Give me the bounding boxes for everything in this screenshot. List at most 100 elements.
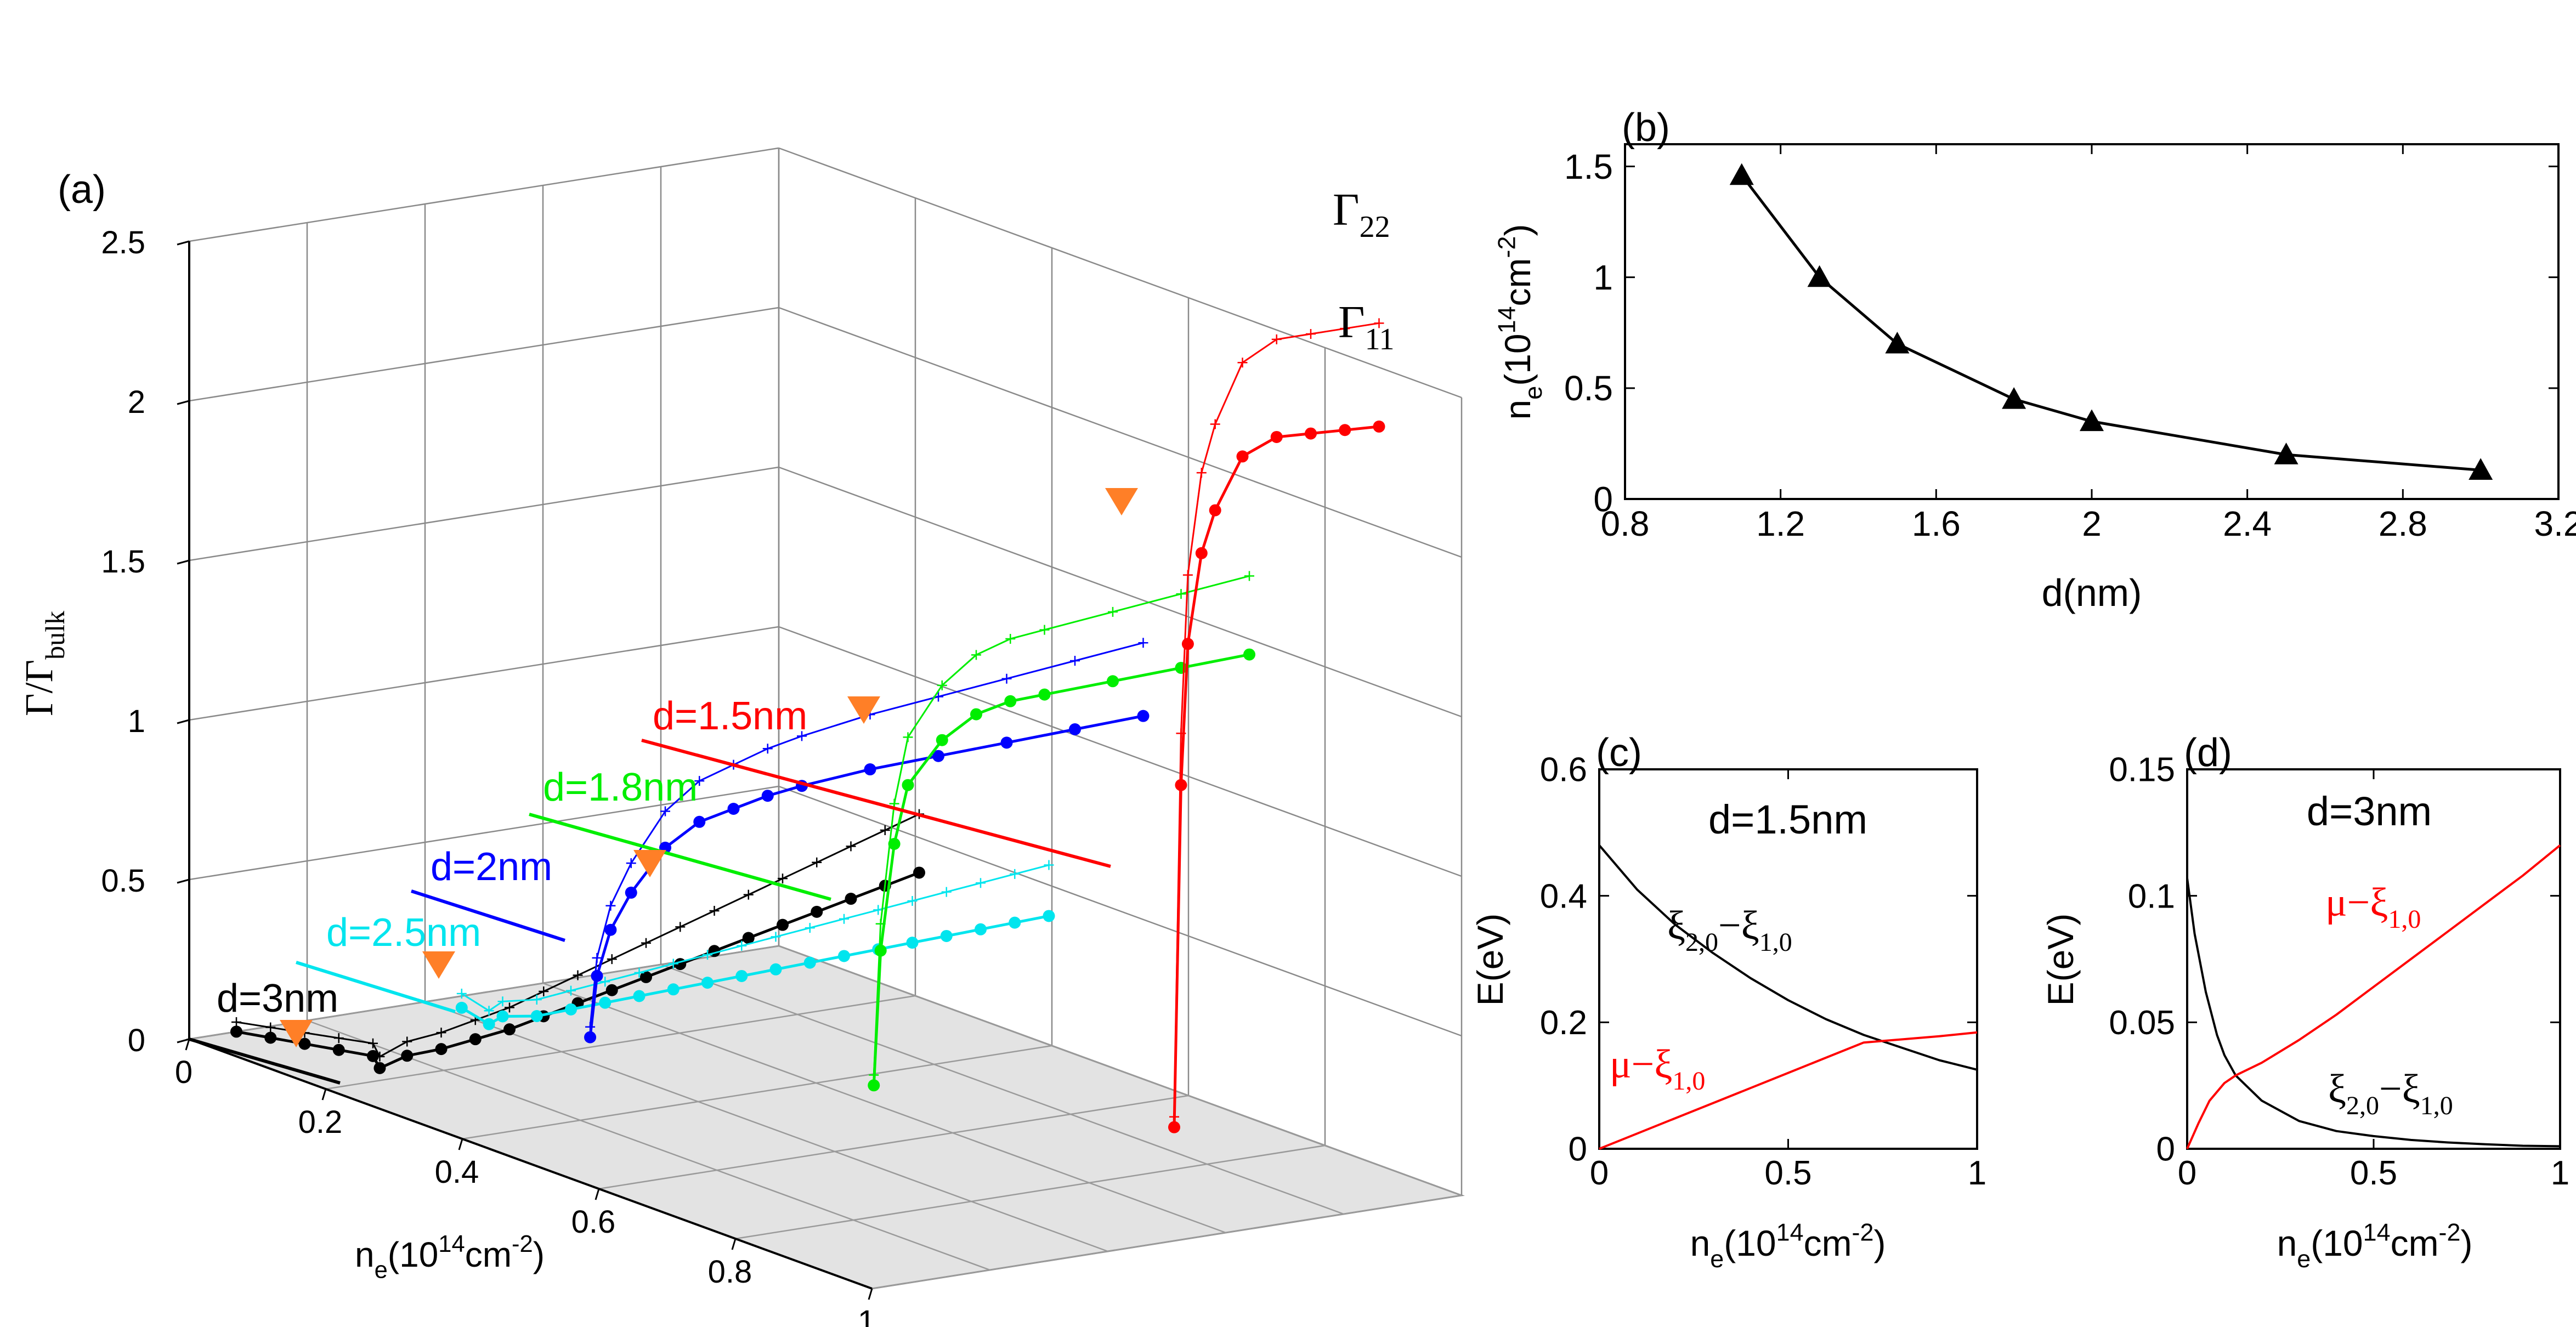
- plus-marker: [1044, 860, 1054, 870]
- dot-marker: [565, 1003, 577, 1016]
- dot-marker: [367, 1050, 379, 1062]
- label-part: 2,0: [2346, 1091, 2379, 1120]
- gamma22-line: [873, 575, 1250, 1075]
- grid-line: [598, 1095, 1189, 1190]
- label-part: cm: [2391, 1223, 2439, 1263]
- plus-marker: [1070, 656, 1080, 666]
- z-tick-label: 1: [128, 704, 145, 739]
- triangle-marker: [2002, 387, 2026, 409]
- plus-marker: [539, 986, 549, 996]
- dot-marker: [1004, 695, 1017, 707]
- dot-marker: [940, 929, 953, 942]
- label-part: -2: [1492, 236, 1520, 258]
- x-tick-label: 0.5: [2350, 1154, 2397, 1192]
- panel-label: (d): [2184, 731, 2232, 775]
- dot-marker: [1209, 504, 1221, 517]
- plus-marker: [668, 959, 678, 969]
- plus-marker: [762, 744, 773, 754]
- dot-marker: [1069, 723, 1081, 736]
- triangle-marker: [1729, 163, 1754, 185]
- floor-plane: [186, 945, 1465, 1290]
- triangle-marker: [2469, 458, 2493, 480]
- plus-marker: [903, 732, 913, 742]
- label-part: −ξ: [2379, 1067, 2420, 1111]
- onset-marker: [633, 850, 666, 877]
- dot-marker: [868, 1079, 880, 1092]
- dot-marker: [625, 886, 637, 899]
- label-part: -2: [1852, 1218, 1874, 1246]
- dot-marker: [902, 779, 914, 791]
- onset-marker: [422, 951, 455, 979]
- x-tick: [868, 1288, 873, 1300]
- plus-marker: [675, 922, 686, 932]
- gamma-label: Γ11: [1338, 297, 1394, 356]
- dot-marker: [435, 1043, 448, 1056]
- dot-marker: [913, 866, 925, 879]
- plus-marker: [1176, 589, 1186, 599]
- plus-marker: [1244, 571, 1254, 581]
- label-part: cm: [1804, 1223, 1852, 1263]
- label-part: 1,0: [2420, 1091, 2453, 1120]
- depth-line: [411, 889, 565, 942]
- plus-marker: [231, 1017, 241, 1027]
- y-tick-label: 0.1: [2128, 877, 2175, 915]
- dot-marker: [975, 923, 987, 935]
- dot-marker: [888, 838, 901, 850]
- plus-marker: [660, 806, 670, 816]
- x-tick-label: 2.8: [2379, 504, 2427, 543]
- plus-marker: [605, 900, 616, 911]
- y-tick-label: 0.4: [1540, 877, 1587, 915]
- label-part: 14: [2363, 1218, 2391, 1246]
- label-part: 14: [1492, 306, 1520, 333]
- x-tick-label: 1.6: [1912, 504, 1961, 543]
- y-tick-label: 0.5: [1564, 368, 1613, 408]
- z-tick: [177, 719, 190, 724]
- series-label: ξ2,0−ξ1,0: [1667, 903, 1792, 957]
- series-line: [1599, 1031, 1978, 1150]
- x-tick-label: 0.8: [1601, 504, 1650, 543]
- label-part: μ−ξ: [1610, 1042, 1672, 1087]
- depth-line: [529, 813, 831, 901]
- grid-line: [189, 626, 779, 721]
- plus-marker: [573, 970, 583, 980]
- label-part: 14: [438, 1231, 465, 1257]
- dot-marker: [742, 932, 755, 944]
- dot-marker: [1339, 424, 1351, 436]
- dot-marker: [701, 977, 714, 989]
- label-part: μ−ξ: [2325, 880, 2388, 925]
- x-tick-label: 0.5: [1764, 1154, 1811, 1192]
- x-tick: [458, 1138, 463, 1150]
- y-axis-title: ne(1014cm-2): [1492, 224, 1547, 420]
- dot-marker: [970, 708, 982, 721]
- plus-marker: [1306, 329, 1316, 339]
- label-part: (10: [1724, 1223, 1776, 1263]
- dot-marker: [1373, 420, 1385, 433]
- dot-marker: [1236, 450, 1249, 463]
- depth-line: [641, 739, 1111, 868]
- y-tick-label: 0.15: [2109, 751, 2175, 789]
- dot-marker: [1009, 916, 1021, 929]
- dot-marker: [530, 1010, 543, 1022]
- grid-line: [778, 466, 1462, 718]
- dot-marker: [777, 918, 789, 931]
- dot-marker: [264, 1031, 277, 1044]
- dot-marker: [874, 944, 887, 957]
- y-tick-label: 0.6: [1540, 751, 1587, 789]
- plus-marker: [265, 1022, 276, 1033]
- dot-marker: [633, 990, 646, 1002]
- grid-line: [778, 785, 1462, 1037]
- plus-marker: [531, 994, 542, 1005]
- label-part: cm: [1497, 258, 1538, 306]
- x-tick-label: 1: [2551, 1154, 2569, 1192]
- plus-marker: [1182, 570, 1193, 580]
- panel-label: (b): [1622, 106, 1670, 150]
- dot-marker: [1107, 675, 1119, 688]
- x-tick: [731, 1238, 737, 1250]
- x-axis-title: ne(1014cm-2): [355, 1231, 545, 1283]
- plus-marker: [1005, 633, 1016, 644]
- plus-marker: [592, 952, 602, 963]
- label-part: -2: [512, 1231, 533, 1257]
- plus-marker: [737, 940, 747, 951]
- annotation: d=3nm: [2307, 789, 2432, 834]
- gamma22-line: [1173, 322, 1379, 1117]
